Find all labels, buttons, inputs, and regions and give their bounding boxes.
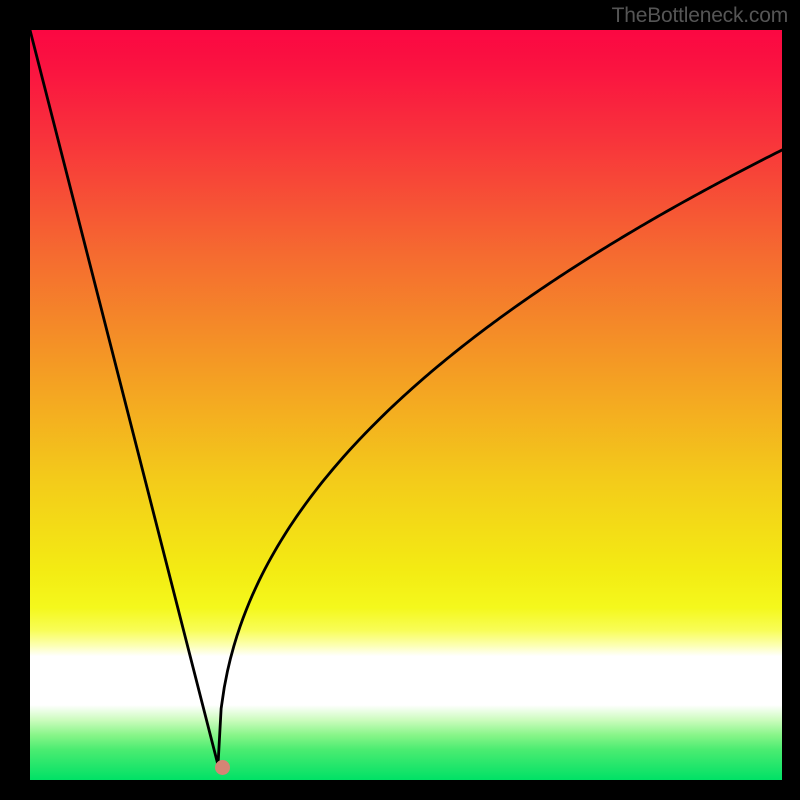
gradient-background — [30, 30, 782, 780]
plot-svg — [30, 30, 782, 780]
curve-minimum-marker — [215, 760, 230, 775]
plot-area — [30, 30, 782, 780]
chart-frame: TheBottleneck.com — [0, 0, 800, 800]
watermark-text: TheBottleneck.com — [612, 4, 788, 28]
